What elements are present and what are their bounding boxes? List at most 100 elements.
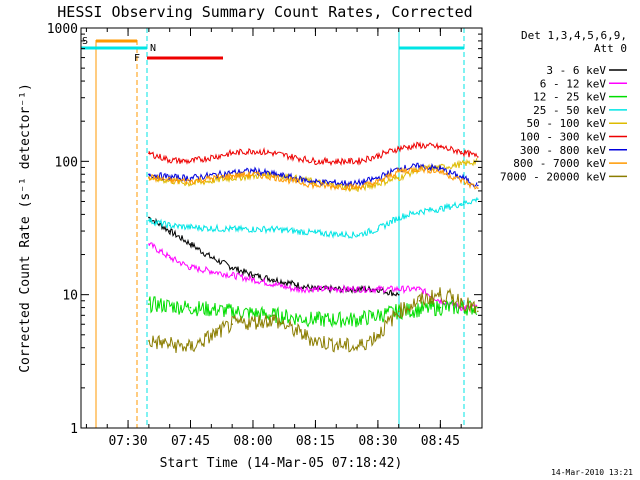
data-point	[439, 146, 442, 148]
y-tick-label: 1	[70, 422, 78, 437]
data-point	[231, 174, 233, 177]
x-tick-label: 07:30	[108, 434, 147, 449]
data-point	[273, 152, 275, 154]
data-point	[377, 177, 379, 179]
series-line	[148, 141, 478, 167]
series-layer	[148, 141, 479, 353]
data-point	[189, 160, 192, 163]
data-point	[477, 156, 479, 158]
data-point	[252, 278, 254, 281]
data-point	[477, 184, 479, 187]
data-point	[148, 216, 150, 219]
data-point	[168, 256, 171, 259]
data-point	[397, 170, 400, 173]
series-25-50-kev	[148, 197, 479, 239]
data-point	[418, 167, 421, 170]
data-point	[439, 167, 442, 170]
data-point	[273, 318, 275, 321]
data-point	[231, 266, 233, 269]
data-point	[477, 310, 479, 313]
legend-label-300-800-kev: 300 - 800 keV	[520, 144, 606, 157]
data-point	[356, 234, 358, 236]
series-line	[148, 197, 478, 239]
data-point	[231, 323, 233, 326]
data-point	[231, 274, 233, 277]
data-point	[397, 288, 400, 290]
data-point	[189, 306, 192, 309]
chart-title: HESSI Observing Summary Count Rates, Cor…	[57, 3, 472, 21]
data-point	[148, 243, 150, 245]
x-axis-label: Start Time (14-Mar-05 07:18:42)	[160, 456, 403, 471]
data-point	[189, 346, 192, 349]
data-point	[168, 159, 171, 161]
y-tick-label: 1000	[47, 22, 78, 37]
data-point	[356, 318, 358, 321]
data-point	[356, 288, 358, 290]
data-point	[252, 274, 254, 277]
series-line	[148, 242, 478, 312]
series-line	[148, 162, 478, 188]
data-point	[356, 160, 358, 163]
data-point	[377, 228, 379, 230]
data-point	[377, 288, 379, 290]
data-point	[377, 155, 379, 157]
data-point	[231, 172, 233, 174]
data-point	[314, 160, 317, 163]
legend-label-25-50-kev: 25 - 50 keV	[533, 104, 606, 117]
plot-frame	[80, 27, 483, 429]
data-point	[148, 152, 150, 154]
data-point	[460, 150, 463, 153]
data-point	[293, 283, 296, 285]
series-line	[148, 296, 478, 328]
data-point	[148, 340, 150, 342]
data-point	[418, 300, 421, 302]
legend-label-100-300-kev: 100 - 300 keV	[520, 131, 606, 144]
legend-label-800-7000-kev: 800 - 7000 keV	[513, 157, 606, 170]
data-point	[189, 243, 192, 245]
data-point	[189, 266, 192, 269]
legend-label-12-25-kev: 12 - 25 keV	[533, 91, 606, 104]
data-point	[148, 173, 150, 176]
x-tick-label: 08:45	[421, 434, 460, 449]
y-tick-label: 10	[62, 289, 78, 304]
data-point	[397, 216, 400, 219]
data-point	[477, 187, 479, 189]
data-point	[231, 310, 233, 313]
series-line	[148, 164, 478, 192]
data-point	[148, 176, 150, 178]
data-point	[356, 346, 358, 349]
data-point	[252, 173, 254, 176]
data-point	[314, 288, 317, 290]
data-point	[314, 318, 317, 321]
data-point	[418, 144, 421, 147]
data-point	[189, 177, 192, 179]
data-point	[189, 180, 192, 182]
data-point	[314, 340, 317, 342]
data-point	[189, 226, 192, 229]
legend-title: Att 0	[594, 42, 627, 55]
data-point	[460, 300, 463, 302]
plot-timestamp: 14-Mar-2010 13:21	[551, 468, 633, 477]
data-point	[293, 288, 296, 290]
series-800-7000-kev	[148, 164, 479, 192]
data-point	[252, 169, 254, 172]
data-point	[397, 147, 400, 150]
data-point	[252, 150, 254, 152]
data-point	[460, 176, 463, 178]
series-100-300-kev	[148, 141, 479, 167]
data-point	[418, 210, 421, 213]
data-point	[210, 256, 213, 259]
y-axis-label: Corrected Count Rate (s⁻¹ detector⁻¹)	[18, 83, 33, 373]
data-point	[439, 306, 442, 309]
data-point	[460, 203, 463, 205]
data-point	[335, 288, 338, 290]
data-point	[273, 176, 275, 178]
data-point	[314, 184, 317, 187]
data-point	[460, 163, 463, 166]
series-line	[148, 287, 478, 353]
legend-label-50-100-kev: 50 - 100 keV	[527, 117, 607, 130]
data-point	[356, 188, 358, 190]
data-point	[460, 179, 463, 182]
data-point	[356, 186, 358, 188]
